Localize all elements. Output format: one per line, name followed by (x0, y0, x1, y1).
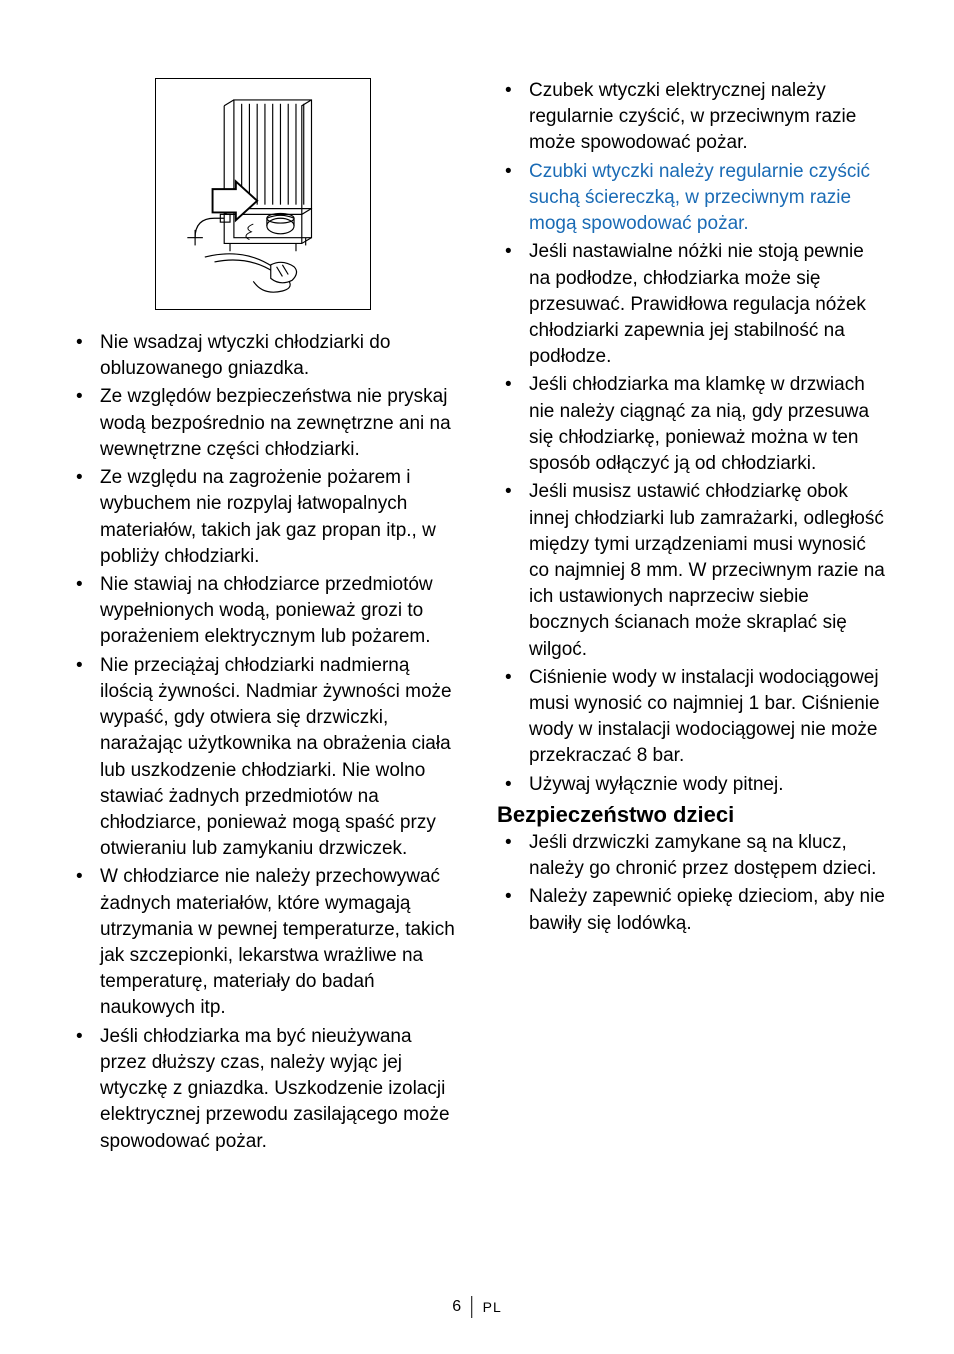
list-item: Jeśli nastawialne nóżki nie stoją pewnie… (497, 239, 886, 370)
list-item: Nie przeciążaj chłodziarki nadmierną ilo… (68, 653, 457, 863)
list-item: Czubek wtyczki elektrycznej należy regul… (497, 78, 886, 157)
right-column: Czubek wtyczki elektrycznej należy regul… (497, 78, 886, 1157)
list-item: Ze względu na zagrożenie pożarem i wybuc… (68, 465, 457, 570)
list-item: Należy zapewnić opiekę dzieciom, aby nie… (497, 884, 886, 936)
list-item: Używaj wyłącznie wody pitnej. (497, 772, 886, 798)
language-code: PL (483, 1299, 502, 1315)
list-item: Jeśli musisz ustawić chłodziarkę obok in… (497, 479, 886, 663)
list-item: Jeśli drzwiczki zamykane są na klucz, na… (497, 830, 886, 882)
list-item: Nie wsadzaj wtyczki chłodziarki do obluz… (68, 330, 457, 382)
fridge-diagram (155, 78, 371, 310)
list-item: W chłodziarce nie należy przechowywać ża… (68, 864, 457, 1021)
list-item-highlight: Czubki wtyczki należy regularnie czyścić… (497, 159, 886, 238)
list-item: Ciśnienie wody w instalacji wodociągowej… (497, 665, 886, 770)
left-list: Nie wsadzaj wtyczki chłodziarki do obluz… (68, 330, 457, 1155)
left-column: Nie wsadzaj wtyczki chłodziarki do obluz… (68, 78, 457, 1157)
section-heading-child-safety: Bezpieczeństwo dzieci (497, 802, 886, 828)
list-item: Ze względów bezpieczeństwa nie pryskaj w… (68, 384, 457, 463)
right-list: Czubek wtyczki elektrycznej należy regul… (497, 78, 886, 798)
list-item: Jeśli chłodziarka ma być nieużywana prze… (68, 1024, 457, 1155)
child-safety-list: Jeśli drzwiczki zamykane są na klucz, na… (497, 830, 886, 937)
fridge-back-illustration (166, 89, 360, 299)
footer-divider (471, 1296, 473, 1318)
page-number: 6 (452, 1298, 461, 1316)
list-item: Jeśli chłodziarka ma klamkę w drzwiach n… (497, 372, 886, 477)
page-footer: 6 PL (452, 1296, 502, 1318)
list-item: Nie stawiaj na chłodziarce przedmiotów w… (68, 572, 457, 651)
content-columns: Nie wsadzaj wtyczki chłodziarki do obluz… (68, 78, 886, 1157)
